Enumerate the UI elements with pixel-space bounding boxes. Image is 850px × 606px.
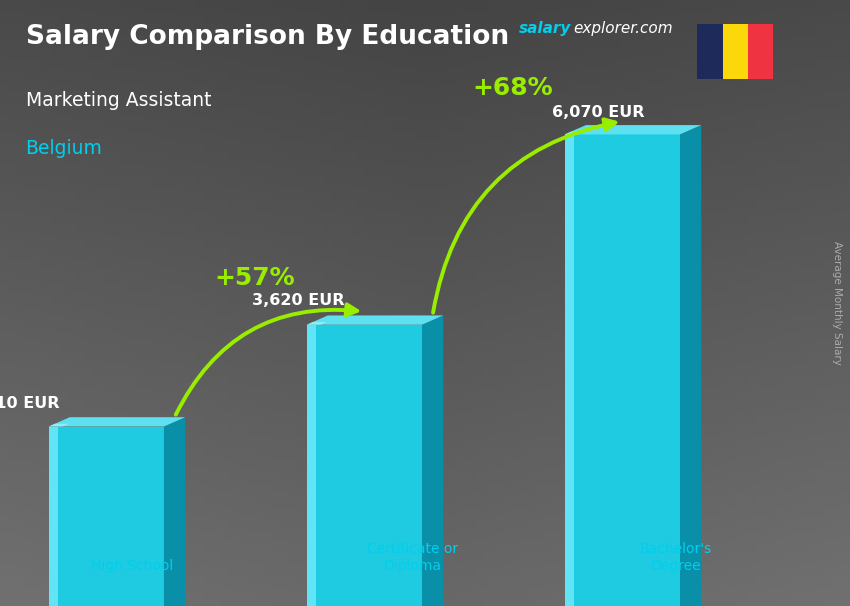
Polygon shape (307, 316, 443, 325)
Bar (748, 24, 774, 79)
Text: +57%: +57% (215, 266, 295, 290)
Text: Marketing Assistant: Marketing Assistant (26, 91, 211, 110)
Text: 2,310 EUR: 2,310 EUR (0, 396, 60, 411)
Text: Bachelor's
Degree: Bachelor's Degree (639, 542, 711, 573)
Text: explorer.com: explorer.com (574, 21, 673, 36)
Polygon shape (48, 417, 185, 427)
Polygon shape (564, 135, 680, 606)
Bar (697, 24, 722, 79)
Polygon shape (564, 125, 701, 135)
Polygon shape (48, 427, 164, 606)
Polygon shape (307, 325, 316, 606)
Bar (722, 24, 748, 79)
Polygon shape (564, 132, 585, 135)
Polygon shape (564, 135, 574, 606)
Text: High School: High School (91, 559, 173, 573)
Text: Certificate or
Diploma: Certificate or Diploma (366, 542, 458, 573)
Polygon shape (307, 325, 422, 606)
Polygon shape (164, 417, 185, 606)
Text: Belgium: Belgium (26, 139, 102, 158)
Text: +68%: +68% (473, 76, 553, 100)
Polygon shape (307, 322, 326, 325)
Polygon shape (422, 316, 443, 606)
Text: 6,070 EUR: 6,070 EUR (552, 105, 645, 121)
Text: salary: salary (518, 21, 571, 36)
Polygon shape (48, 427, 58, 606)
Text: Salary Comparison By Education: Salary Comparison By Education (26, 24, 508, 50)
Text: Average Monthly Salary: Average Monthly Salary (832, 241, 842, 365)
Polygon shape (680, 125, 701, 606)
Text: 3,620 EUR: 3,620 EUR (252, 293, 344, 308)
Polygon shape (48, 424, 69, 427)
